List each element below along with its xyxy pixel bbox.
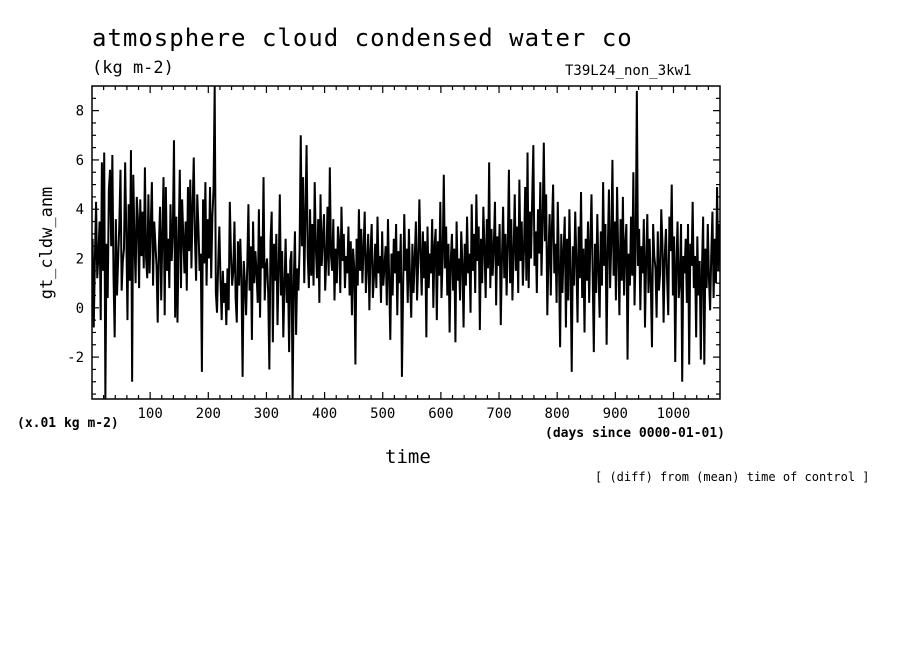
- y-tick-label: 6: [76, 153, 84, 169]
- x-tick-label: 500: [370, 406, 395, 422]
- y-axis-label: gt_cldw_anm: [37, 187, 57, 300]
- scale-note: (x.01 kg m-2): [17, 416, 119, 431]
- x-tick-label: 300: [254, 406, 279, 422]
- y-tick-label: 8: [76, 104, 84, 120]
- x-axis-units: (days since 0000-01-01): [545, 426, 726, 441]
- run-label: T39L24_non_3kw1: [565, 63, 692, 79]
- x-tick-label: 800: [545, 406, 570, 422]
- x-tick-label: 400: [312, 406, 337, 422]
- x-tick-label: 1000: [657, 406, 691, 422]
- chart-units: (kg m-2): [92, 58, 174, 78]
- footnote: [ (diff) from (mean) time of control ]: [595, 470, 870, 484]
- tick-labels: 100 200 300 400 500 600 700 800 900 1000 -2 0 2 4 6 8: [67, 104, 690, 422]
- y-tick-label: 2: [76, 252, 84, 268]
- x-tick-label: 700: [486, 406, 511, 422]
- x-tick-label: 200: [196, 406, 221, 422]
- y-tick-label: 4: [76, 202, 84, 218]
- series-line: [91, 85, 721, 400]
- y-tick-label: 0: [76, 301, 84, 317]
- chart-title: atmosphere cloud condensed water co: [92, 24, 633, 52]
- x-tick-label: 600: [428, 406, 453, 422]
- y-tick-label: -2: [67, 350, 84, 366]
- plot-frame: [91, 85, 721, 400]
- x-tick-label: 900: [603, 406, 628, 422]
- x-axis-label: time: [385, 446, 431, 468]
- x-tick-label: 100: [137, 406, 162, 422]
